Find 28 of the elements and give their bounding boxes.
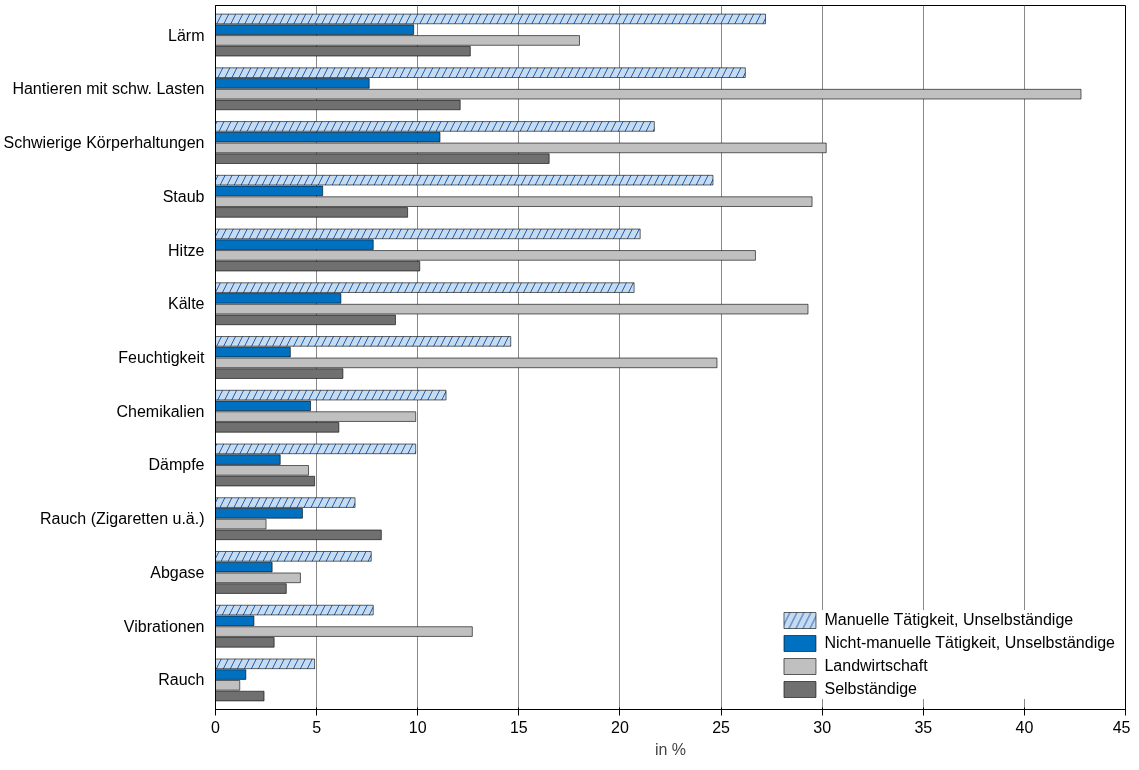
y-tick-label: Lärm [168, 26, 205, 44]
y-tick-label: Hantieren mit schw. Lasten [12, 80, 205, 98]
y-tick-label: Staub [162, 187, 205, 205]
x-tick-label: 30 [813, 718, 832, 736]
y-tick-label: Chemikalien [116, 402, 205, 420]
y-tick-label: Kälte [168, 295, 205, 313]
y-tick-label: Rauch [158, 671, 205, 689]
y-tick-label: Dämpfe [148, 456, 205, 474]
y-tick-label: Rauch (Zigaretten u.ä.) [39, 510, 205, 528]
legend-label: Selbständige [824, 680, 917, 698]
legend-label: Nicht-manuelle Tätigkeit, Unselbständige [824, 634, 1115, 652]
x-tick-label: 20 [611, 718, 629, 736]
x-tick-label: 15 [509, 718, 528, 736]
x-tick-label: 40 [1015, 718, 1034, 736]
legend-label: Manuelle Tätigkeit, Unselbständige [824, 611, 1074, 629]
y-tick-label: Abgase [150, 563, 205, 581]
x-tick-label: 0 [211, 718, 221, 736]
y-tick-label: Vibrationen [123, 617, 205, 635]
y-tick-label: Feuchtigkeit [118, 349, 206, 366]
x-tick-label: 10 [408, 718, 427, 736]
x-tick-label: 35 [914, 718, 933, 736]
x-axis-title: in % [654, 740, 687, 758]
x-tick-label: 5 [312, 718, 322, 736]
x-tick-label: 45 [1112, 718, 1131, 736]
legend-label: Landwirtschaft [824, 657, 928, 675]
x-tick-label: 25 [712, 718, 731, 736]
y-tick-label: Hitze [168, 241, 205, 259]
y-tick-label: Schwierige Körperhaltungen [3, 134, 205, 152]
